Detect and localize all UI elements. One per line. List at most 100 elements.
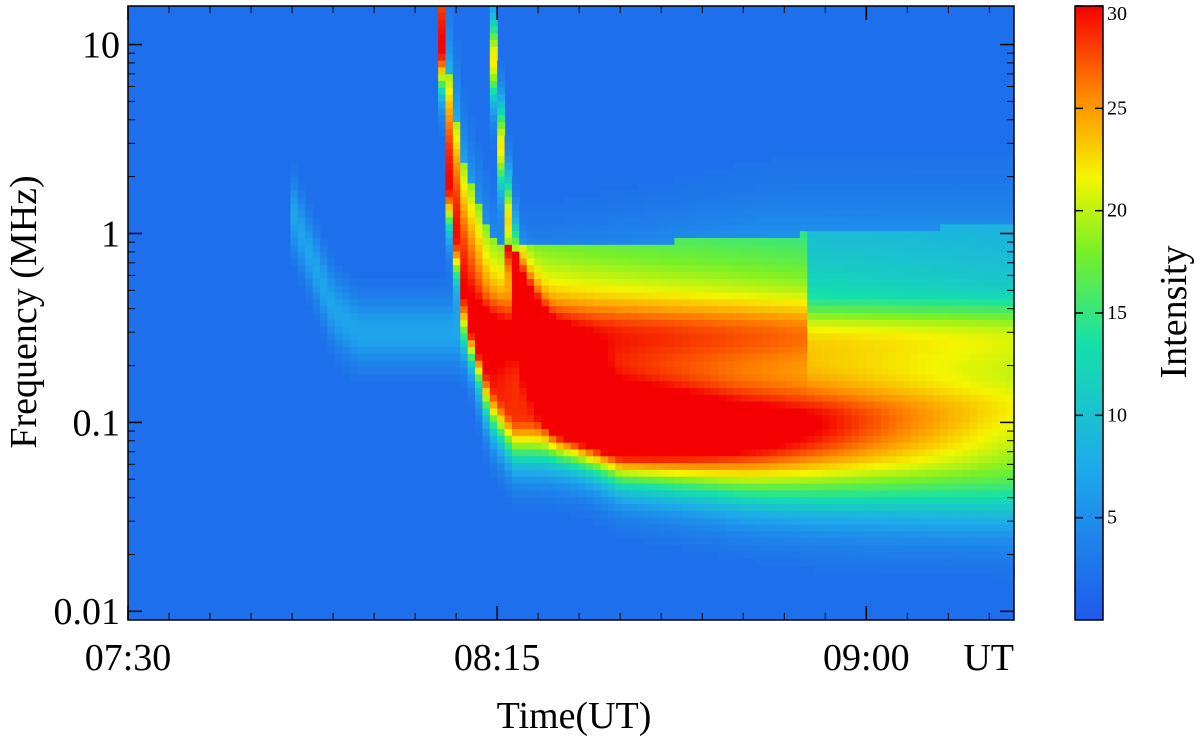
heatmap-cell	[888, 483, 897, 491]
heatmap-cell	[822, 203, 831, 212]
heatmap-cell	[947, 538, 956, 546]
heatmap-cell	[866, 456, 875, 464]
heatmap-cell	[851, 156, 860, 164]
heatmap-cell	[807, 394, 816, 403]
heatmap-cell	[578, 224, 587, 232]
heatmap-cell	[386, 306, 395, 314]
heatmap-cell	[438, 94, 447, 103]
heatmap-cell	[785, 210, 794, 219]
heatmap-cell	[977, 292, 986, 300]
heatmap-cell	[666, 313, 675, 321]
heatmap-cell	[644, 360, 653, 369]
heatmap-cell	[511, 265, 520, 273]
heatmap-cell	[1006, 374, 1015, 382]
heatmap-cell	[630, 203, 639, 212]
heatmap-cell	[475, 347, 483, 355]
heatmap-cell	[312, 265, 321, 273]
heatmap-cell	[666, 483, 675, 491]
heatmap-cell	[585, 463, 594, 471]
heatmap-cell	[940, 531, 949, 539]
heatmap-cell	[1006, 265, 1015, 273]
heatmap-cell	[504, 483, 513, 491]
heatmap-cell	[851, 265, 860, 273]
heatmap-cell	[674, 197, 683, 205]
heatmap-cell	[511, 504, 520, 512]
heatmap-cell	[445, 272, 454, 280]
heatmap-cell	[785, 367, 794, 375]
heatmap-cell	[534, 415, 543, 423]
heatmap-cell	[607, 224, 616, 232]
heatmap-cell	[940, 326, 949, 335]
heatmap-cell	[925, 360, 934, 369]
heatmap-cell	[659, 463, 668, 471]
heatmap-cell	[785, 551, 794, 560]
heatmap-cell	[807, 217, 816, 225]
heatmap-cell	[475, 313, 483, 321]
heatmap-cell	[563, 224, 572, 232]
heatmap-cell	[829, 367, 838, 375]
heatmap-cell	[379, 353, 388, 362]
heatmap-cell	[342, 347, 351, 355]
heatmap-cell	[925, 476, 934, 485]
heatmap-cell	[726, 176, 735, 184]
heatmap-cell	[541, 360, 550, 369]
heatmap-cell	[977, 197, 986, 205]
heatmap-cell	[991, 176, 1000, 184]
heatmap-cell	[999, 442, 1008, 451]
heatmap-cell	[822, 272, 831, 280]
heatmap-cell	[733, 497, 742, 505]
heatmap-cell	[438, 67, 447, 75]
heatmap-cell	[851, 333, 860, 341]
heatmap-cell	[726, 483, 735, 491]
heatmap-cell	[755, 231, 764, 239]
heatmap-cell	[659, 203, 668, 212]
heatmap-cell	[807, 353, 816, 362]
heatmap-cell	[740, 517, 749, 526]
heatmap-cell	[999, 169, 1008, 178]
heatmap-cell	[962, 265, 971, 273]
heatmap-cell	[969, 197, 978, 205]
heatmap-cell	[844, 374, 853, 382]
heatmap-cell	[681, 442, 690, 451]
heatmap-cell	[755, 210, 764, 219]
heatmap-cell	[593, 408, 602, 416]
heatmap-cell	[460, 121, 469, 130]
heatmap-cell	[615, 190, 624, 198]
heatmap-cell	[954, 251, 963, 260]
heatmap-cell	[430, 285, 439, 294]
heatmap-cell	[696, 210, 705, 219]
heatmap-cell	[844, 299, 853, 307]
heatmap-cell	[918, 558, 926, 567]
heatmap-cell	[519, 388, 528, 396]
heatmap-cell	[489, 101, 498, 109]
heatmap-cell	[475, 237, 483, 246]
heatmap-cell	[703, 285, 712, 294]
heatmap-cell	[526, 415, 535, 423]
heatmap-cell	[991, 551, 1000, 560]
heatmap-cell	[1006, 435, 1015, 444]
heatmap-cell	[755, 313, 764, 321]
heatmap-cell	[585, 401, 594, 410]
heatmap-cell	[799, 217, 808, 225]
heatmap-cell	[977, 278, 986, 287]
heatmap-cell	[519, 217, 528, 225]
heatmap-cell	[903, 490, 912, 498]
heatmap-cell	[585, 510, 594, 519]
heatmap-cell	[962, 319, 971, 328]
heatmap-cell	[977, 237, 986, 246]
heatmap-cell	[726, 504, 735, 512]
heatmap-cell	[748, 353, 757, 362]
heatmap-cell	[733, 190, 742, 198]
heatmap-cell	[999, 538, 1008, 546]
heatmap-cell	[777, 490, 786, 498]
heatmap-cell	[703, 490, 712, 498]
heatmap-cell	[615, 517, 624, 526]
heatmap-cell	[674, 176, 683, 184]
heatmap-cell	[342, 319, 351, 328]
heatmap-cell	[703, 408, 712, 416]
heatmap-cell	[918, 340, 926, 348]
heatmap-cell	[903, 435, 912, 444]
heatmap-cell	[438, 33, 447, 41]
heatmap-cell	[969, 313, 978, 321]
heatmap-cell	[991, 237, 1000, 246]
